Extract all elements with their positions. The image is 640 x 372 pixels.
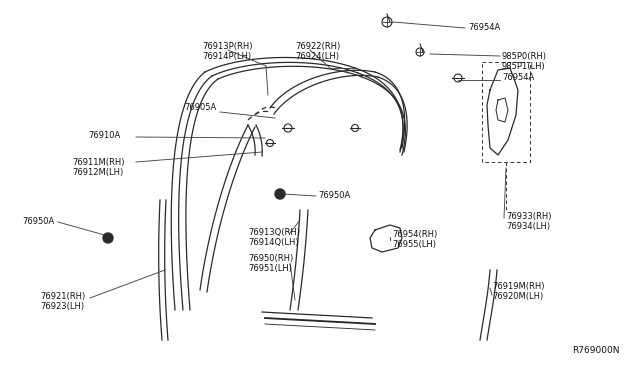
Text: 76950A: 76950A	[318, 192, 350, 201]
Text: 76954A: 76954A	[468, 23, 500, 32]
Text: 76950(RH)
76951(LH): 76950(RH) 76951(LH)	[248, 254, 293, 273]
Text: 76913Q(RH)
76914Q(LH): 76913Q(RH) 76914Q(LH)	[248, 228, 300, 247]
Text: 76950A: 76950A	[22, 218, 54, 227]
Text: 76919M(RH)
76920M(LH): 76919M(RH) 76920M(LH)	[492, 282, 545, 301]
Text: 76913P(RH)
76914P(LH): 76913P(RH) 76914P(LH)	[203, 42, 253, 61]
Text: 76954(RH)
76955(LH): 76954(RH) 76955(LH)	[392, 230, 437, 249]
Text: 76933(RH)
76934(LH): 76933(RH) 76934(LH)	[506, 212, 552, 231]
Text: 76911M(RH)
76912M(LH): 76911M(RH) 76912M(LH)	[72, 158, 125, 177]
Text: 76922(RH)
76924(LH): 76922(RH) 76924(LH)	[295, 42, 340, 61]
Text: 76905A: 76905A	[184, 103, 216, 112]
Text: 76954A: 76954A	[502, 74, 534, 83]
Circle shape	[103, 233, 113, 243]
Text: 76910A: 76910A	[88, 131, 120, 140]
Circle shape	[275, 189, 285, 199]
Text: 985P0(RH)
985P1(LH): 985P0(RH) 985P1(LH)	[502, 52, 547, 71]
Text: R769000N: R769000N	[573, 346, 620, 355]
Text: 76921(RH)
76923(LH): 76921(RH) 76923(LH)	[40, 292, 85, 311]
